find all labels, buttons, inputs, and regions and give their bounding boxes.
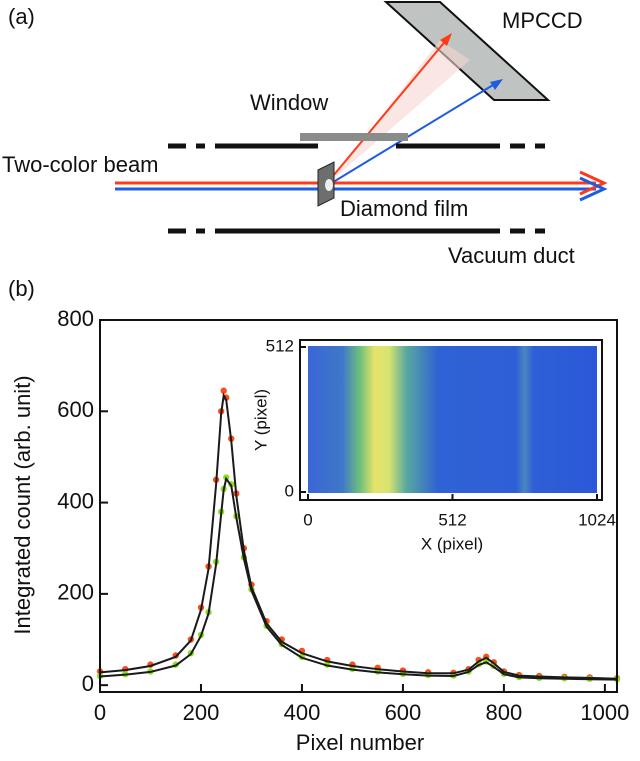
inset-y-title: Y (pixel)	[251, 389, 270, 451]
inset-x-tick-label: 1024	[578, 510, 616, 529]
arrowhead	[440, 33, 452, 46]
inset-image	[308, 346, 597, 493]
inset: X (pixel) Y (pixel) 0 512 1024 0 512	[251, 336, 615, 553]
arrowhead	[490, 79, 503, 90]
plot: 0 200 400 600 800 1000 0 200 400 600 800	[57, 306, 629, 725]
inset-y-tick-label: 512	[266, 336, 294, 355]
panel-label: (a)	[8, 4, 35, 29]
inset-x-tick-label: 0	[303, 510, 312, 529]
y-tick-label: 800	[57, 306, 94, 331]
fit-line	[99, 476, 618, 681]
inset-x-title: X (pixel)	[421, 534, 483, 553]
y-tick-label: 400	[57, 488, 94, 513]
y-tick-label: 200	[57, 580, 94, 605]
x-axis-title: Pixel number	[296, 730, 424, 755]
x-tick-label: 200	[183, 700, 220, 725]
panel-label: (b)	[8, 276, 35, 301]
x-tick-label: 0	[94, 700, 106, 725]
data-point	[220, 387, 227, 394]
duct-label: Vacuum duct	[448, 243, 575, 268]
red-ray	[327, 37, 449, 183]
beam-spot	[325, 179, 333, 191]
diagram: (a) MPCCD Window Two-color beam Diamond …	[2, 1, 608, 268]
x-tick-label: 1000	[580, 700, 629, 725]
y-tick-label: 0	[82, 671, 94, 696]
inset-y-tick-label: 0	[285, 481, 294, 500]
scatter-cone	[330, 40, 470, 182]
arrowhead	[579, 176, 608, 202]
film-label: Diamond film	[340, 196, 468, 221]
fit-line	[99, 392, 618, 680]
x-tick-label: 400	[284, 700, 321, 725]
x-tick-label: 600	[385, 700, 422, 725]
y-tick-label: 600	[57, 397, 94, 422]
plot-frame	[99, 319, 618, 693]
inset-x-tick-label: 512	[438, 510, 466, 529]
x-tick-label: 800	[486, 700, 523, 725]
detector-label: MPCCD	[502, 8, 583, 33]
y-axis-title: Integrated count (arb. unit)	[10, 375, 35, 634]
blue-ray	[329, 81, 499, 185]
window	[300, 133, 408, 141]
window-label: Window	[250, 90, 328, 115]
beam-label: Two-color beam	[2, 152, 159, 177]
arrowhead	[579, 170, 608, 196]
